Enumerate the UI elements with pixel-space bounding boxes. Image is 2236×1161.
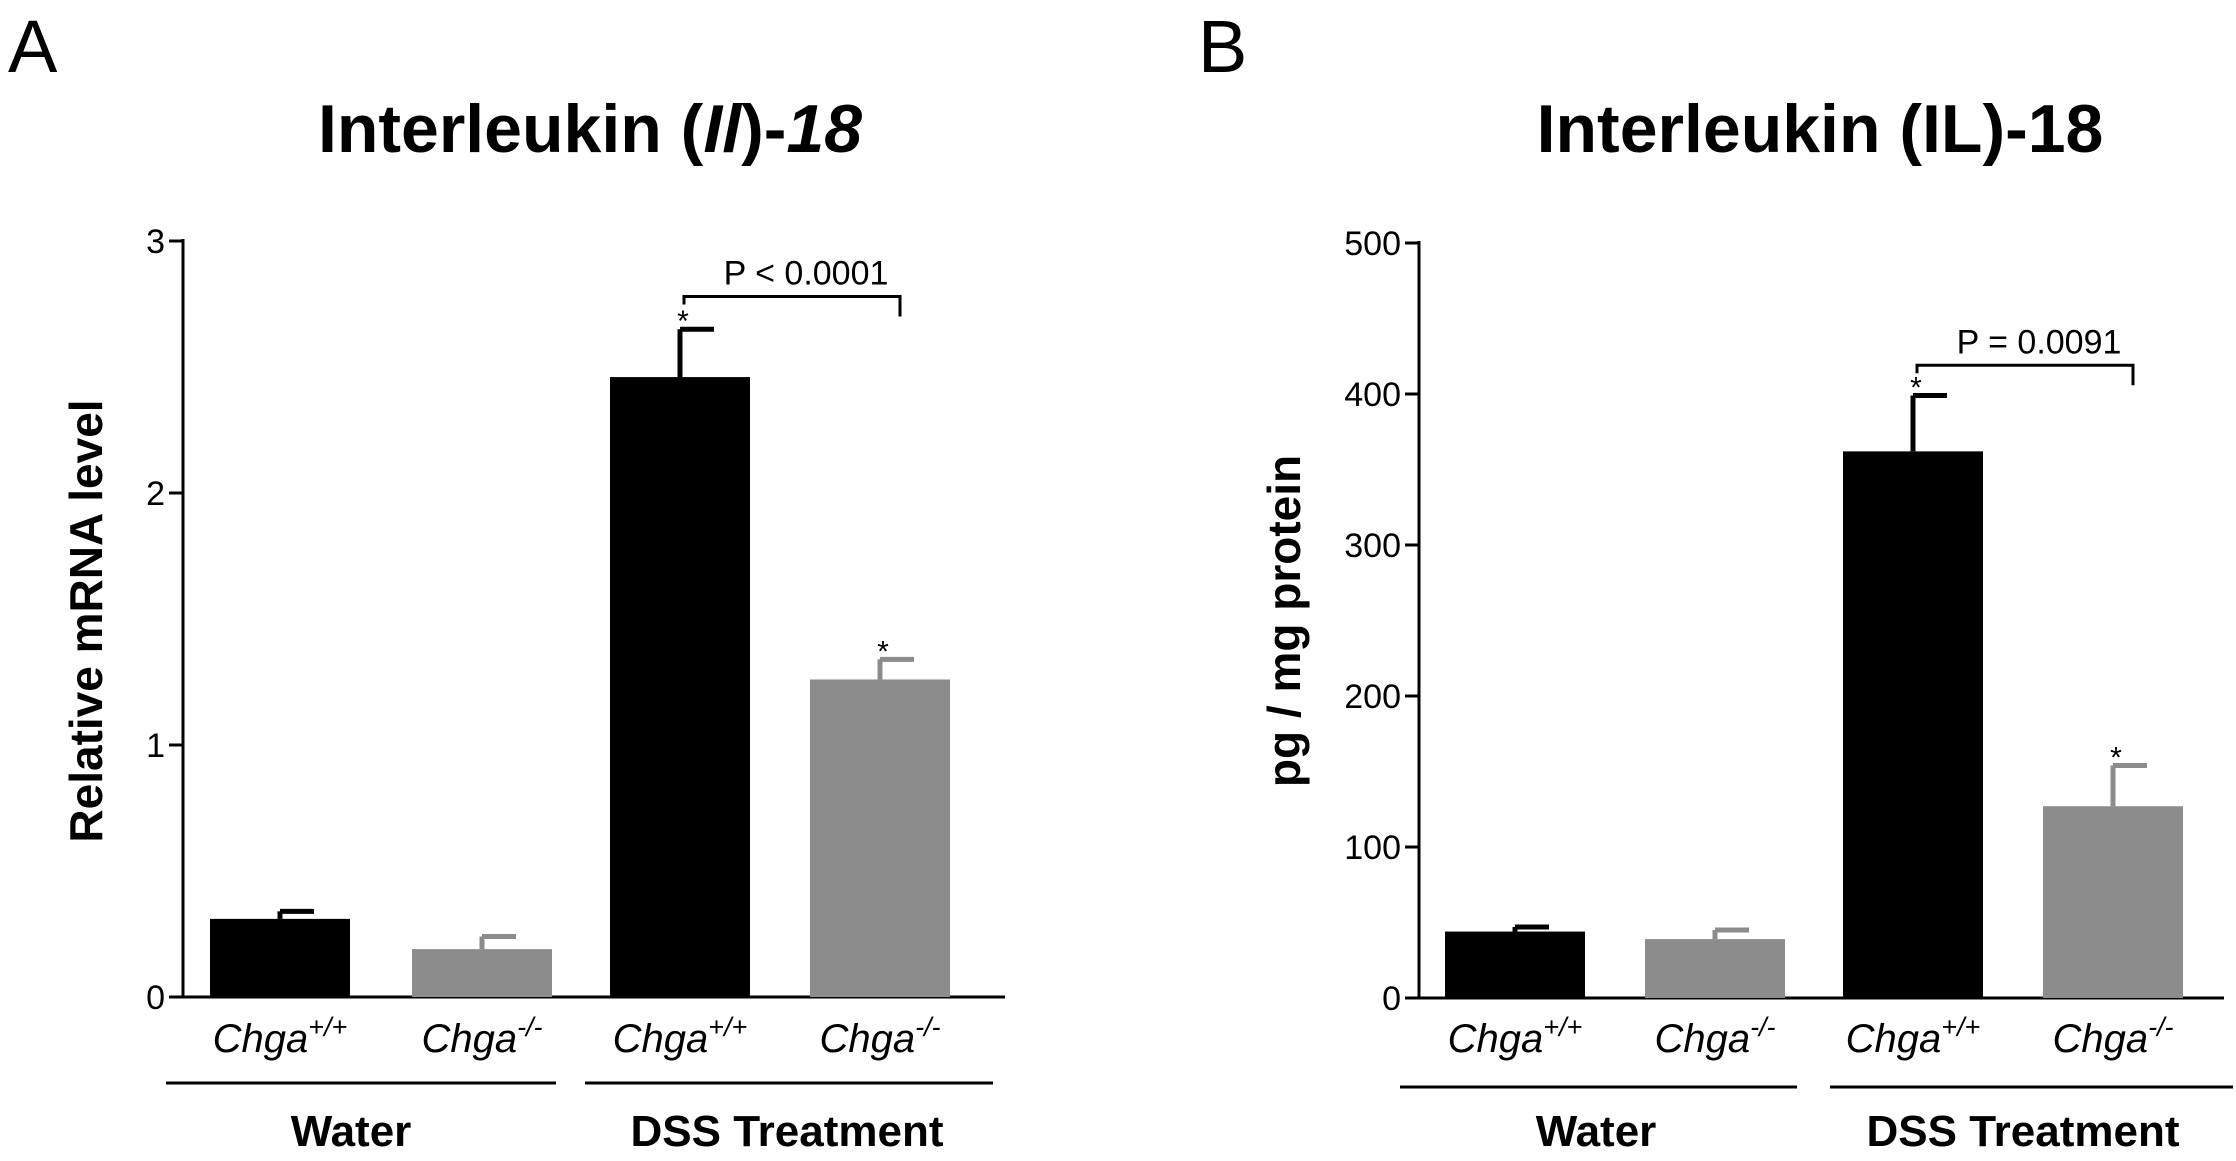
y-tick-label: 1 xyxy=(146,727,165,765)
panel-letter: A xyxy=(8,5,58,88)
p-value-label: P < 0.0001 xyxy=(724,254,889,292)
p-value-label: P = 0.0091 xyxy=(1957,323,2122,361)
group-label: Water xyxy=(1536,1107,1657,1156)
bar xyxy=(1445,931,1585,998)
comparison-bracket xyxy=(1915,363,2135,386)
significance-star: * xyxy=(1910,372,1922,405)
group-label: DSS Treatment xyxy=(1867,1107,2180,1156)
category-label: Chga-/- xyxy=(2052,1012,2173,1061)
bar xyxy=(1843,451,1983,998)
group-label: Water xyxy=(291,1107,412,1156)
bar xyxy=(412,949,552,997)
y-tick-label: 0 xyxy=(1382,980,1401,1018)
panel-letter: B xyxy=(1198,5,1247,88)
category-label: Chga+/+ xyxy=(213,1012,348,1061)
category-label: Chga-/- xyxy=(819,1012,940,1061)
category-label: Chga+/+ xyxy=(613,1012,748,1061)
category-label: Chga-/- xyxy=(421,1012,542,1061)
category-label: Chga+/+ xyxy=(1448,1012,1583,1061)
panel-b-chart: B Interleukin (IL)-18 pg / mg protein 0 100 2… xyxy=(1198,5,2233,1156)
y-tick-label: 3 xyxy=(146,223,165,261)
y-tick-label: 500 xyxy=(1344,225,1401,263)
chart-title: Interleukin (Il)-18 xyxy=(318,91,862,167)
y-tick-label: 300 xyxy=(1344,527,1401,565)
y-axis-label: pg / mg protein xyxy=(1258,455,1310,787)
bar xyxy=(210,918,350,997)
y-tick-label: 2 xyxy=(146,475,165,513)
bar xyxy=(1645,939,1785,998)
y-tick-label: 100 xyxy=(1344,829,1401,867)
significance-star: * xyxy=(677,305,689,338)
y-axis-label: Relative mRNA level xyxy=(60,399,112,842)
significance-star: * xyxy=(877,635,889,668)
category-label: Chga-/- xyxy=(1654,1012,1775,1061)
bar xyxy=(610,377,750,998)
y-tick-label: 400 xyxy=(1344,376,1401,414)
y-tick-label: 200 xyxy=(1344,678,1401,716)
group-label: DSS Treatment xyxy=(631,1107,944,1156)
chart-title: Interleukin (IL)-18 xyxy=(1537,91,2104,167)
significance-star: * xyxy=(2110,741,2122,774)
y-tick-label: 0 xyxy=(146,979,165,1017)
panel-a-chart: A Interleukin (Il)-18 Relative mRNA level 0… xyxy=(8,5,1005,1156)
category-label: Chga+/+ xyxy=(1846,1012,1981,1061)
comparison-bracket xyxy=(682,294,902,317)
bar xyxy=(2043,806,2183,998)
bar xyxy=(810,679,950,997)
